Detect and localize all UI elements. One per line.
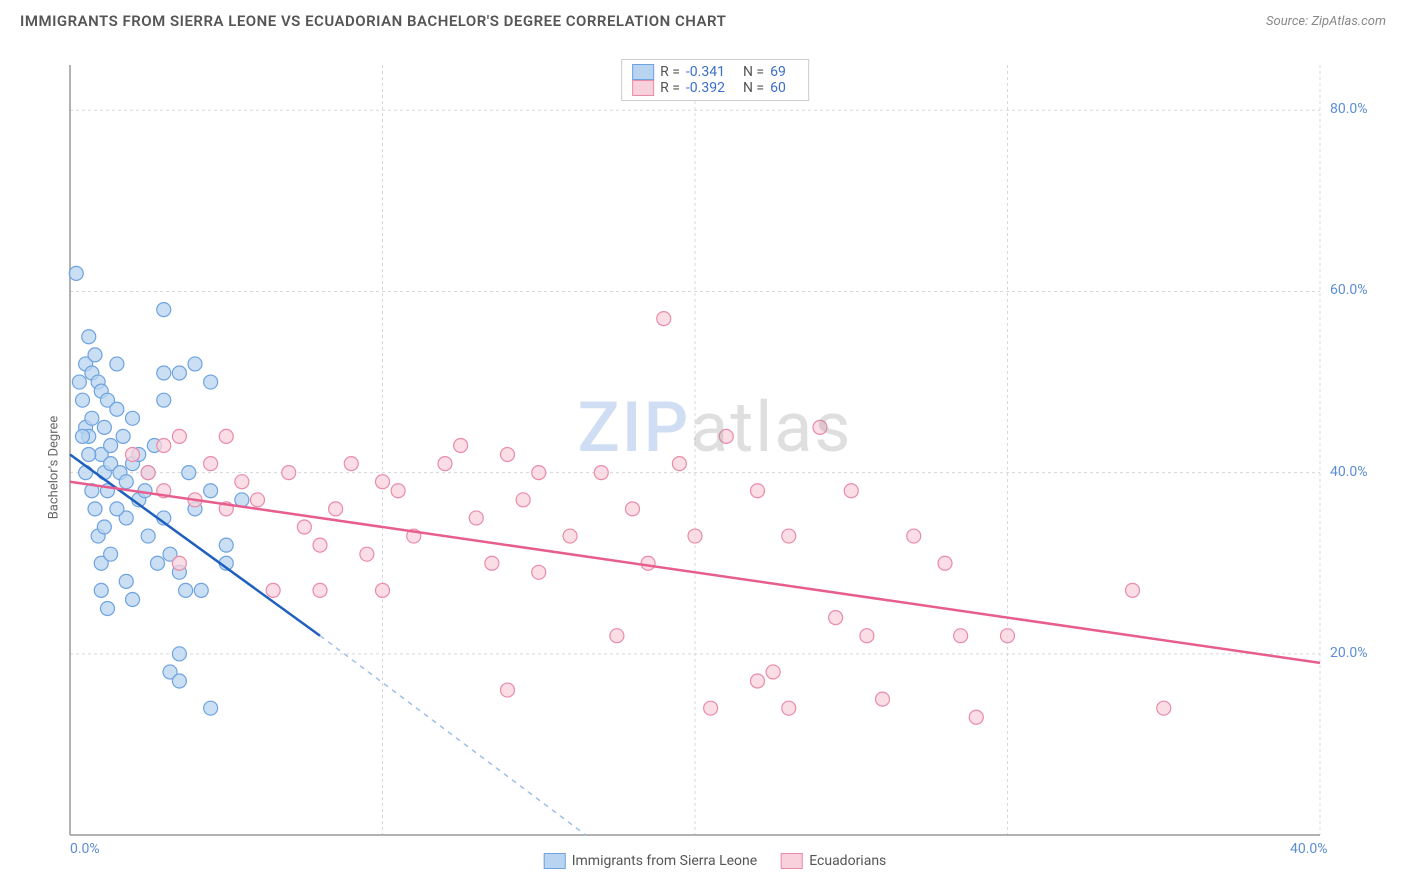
stats-row-2: R = -0.392 N = 60: [632, 80, 798, 96]
swatch-pink: [781, 853, 803, 869]
legend-label: Immigrants from Sierra Leone: [572, 853, 757, 869]
y-tick-label: 80.0%: [1330, 101, 1368, 117]
legend-label: Ecuadorians: [809, 853, 886, 869]
r-label: R =: [660, 64, 680, 80]
chart-header: IMMIGRANTS FROM SIERRA LEONE VS ECUADORI…: [0, 0, 1406, 38]
swatch-blue: [632, 64, 654, 80]
source-label: Source:: [1266, 14, 1308, 29]
series-legend: Immigrants from Sierra Leone Ecuadorians: [544, 853, 887, 869]
source-name: ZipAtlas.com: [1311, 14, 1386, 29]
y-tick-label: 40.0%: [1330, 464, 1368, 480]
n-label: N =: [743, 64, 764, 80]
legend-item-ecuadorians: Ecuadorians: [781, 853, 886, 869]
n-label: N =: [743, 80, 764, 96]
swatch-pink: [632, 80, 654, 96]
stats-row-1: R = -0.341 N = 69: [632, 64, 798, 80]
source-attribution: Source: ZipAtlas.com: [1266, 14, 1386, 29]
chart-title: IMMIGRANTS FROM SIERRA LEONE VS ECUADORI…: [20, 12, 726, 30]
legend-item-sierra-leone: Immigrants from Sierra Leone: [544, 853, 757, 869]
x-tick-label: 0.0%: [70, 841, 100, 857]
x-tick-label: 40.0%: [1290, 841, 1328, 857]
r-value: -0.341: [686, 64, 725, 80]
r-value: -0.392: [686, 80, 725, 96]
r-label: R =: [660, 80, 680, 96]
n-value: 60: [770, 80, 786, 96]
swatch-blue: [544, 853, 566, 869]
stats-legend: R = -0.341 N = 69 R = -0.392 N = 60: [621, 59, 809, 101]
n-value: 69: [770, 64, 786, 80]
scatter-plot-svg: [50, 55, 1380, 865]
chart-area: Bachelor's Degree R = -0.341 N = 69 R = …: [50, 55, 1380, 865]
y-tick-label: 60.0%: [1330, 282, 1368, 298]
y-tick-label: 20.0%: [1330, 645, 1368, 661]
